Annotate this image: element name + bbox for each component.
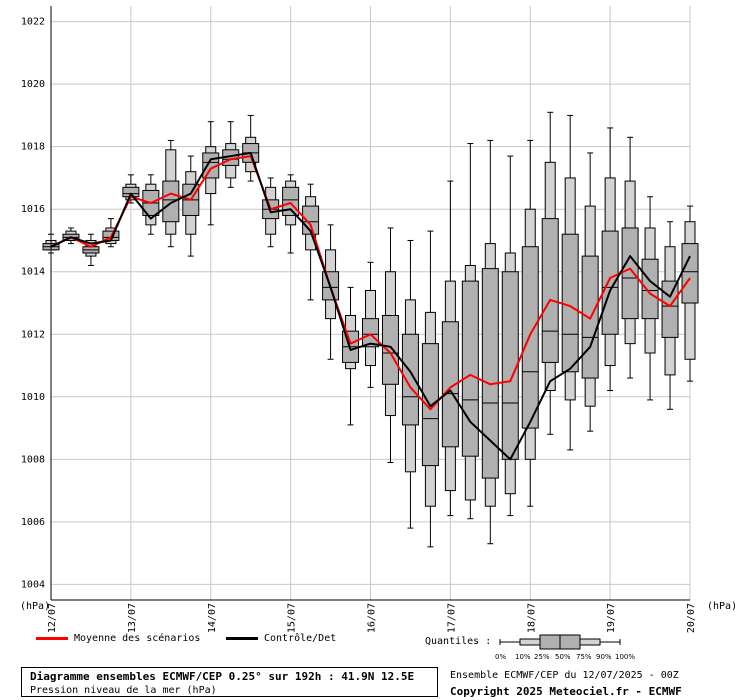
y-ticks: 1004 1006 1008 1010 1012 1014 1016 1018 1020 1022 [21,17,45,591]
boxplot-15 [342,286,360,426]
boxplot-25 [541,111,559,435]
boxplot-28 [601,127,619,392]
boxplot-20 [441,180,459,517]
boxplot-23 [501,155,519,517]
y-tick-label-1010: 1010 [21,392,45,403]
legend-mean-label: Moyenne des scénarios [74,633,201,644]
y-unit-left: (hPa) [20,601,51,612]
x-tick-label-4: 16/07 [367,603,378,633]
y-tick-label-1018: 1018 [21,142,45,153]
box-p25-p75 [601,230,619,335]
box-p25-p75 [541,218,559,363]
box-p25-p75 [481,268,499,479]
boxplot-16 [362,261,379,388]
legend-control-label: Contrôle/Det [264,633,337,644]
chart-title: Diagramme ensembles ECMWF/CEP 0.25° sur … [30,670,415,683]
x-ticks: 12/07 13/07 14/07 15/07 16/07 17/07 18/07 19/07… [47,603,697,633]
quantile-tick-100: 100% [615,653,636,661]
x-tick-label-0: 12/07 [47,603,58,633]
x-tick-label-7: 19/07 [606,603,617,633]
x-tick-label-6: 18/07 [526,603,537,633]
quantile-tick-75: 75% [576,653,592,661]
copyright: Copyright 2025 Meteociel.fr - ECMWF [450,685,682,698]
box-p25-p75 [521,246,539,429]
boxplot-17 [381,227,399,463]
box-p25-p75 [401,333,419,426]
quantile-tick-25: 25% [534,653,550,661]
footer-title-box: Diagramme ensembles ECMWF/CEP 0.25° sur … [21,667,438,697]
series-line-1 [50,151,691,461]
quantile-legend-graphic [499,634,621,650]
y-tick-label-1006: 1006 [21,517,45,528]
y-tick-label-1012: 1012 [21,329,45,340]
box-p25-p75 [282,186,300,216]
boxplot-5 [142,174,160,235]
x-tick-label-2: 14/07 [207,603,218,633]
boxplot-18 [401,239,419,529]
series-lines [50,151,691,461]
quantile-tick-50: 50% [555,653,571,661]
run-info: Ensemble ECMWF/CEP du 12/07/2025 - 00Z [450,670,679,681]
boxplot-3 [102,218,120,248]
quantile-tick-90: 90% [596,653,612,661]
box-p25-p75 [381,315,399,385]
boxplot-31 [661,221,679,410]
y-tick-label-1004: 1004 [21,579,45,590]
y-tick-label-1020: 1020 [21,79,45,90]
x-tick-label-3: 15/07 [287,603,298,633]
axes [50,6,690,601]
legend-control-swatch [226,636,258,640]
boxplot-26 [561,114,579,451]
chart-subtitle: Pression niveau de la mer (hPa) [30,685,217,696]
legend-quantiles-label: Quantiles : [425,636,492,647]
box-p25-p75 [501,271,519,460]
quantile-tick-10: 10% [515,653,531,661]
y-tick-label-1008: 1008 [21,454,45,465]
y-tick-label-1014: 1014 [21,267,45,278]
x-tick-label-1: 13/07 [127,603,138,633]
boxplot-32 [681,205,699,382]
boxplot-1 [62,227,80,245]
quantile-tick-0: 0% [495,653,507,661]
series-line-0 [50,155,691,411]
box-p25-p75 [162,180,180,223]
legend-mean: Moyenne des scénarios [36,633,200,644]
legend-control: Contrôle/Det [226,633,336,644]
x-tick-label-5: 17/07 [446,603,457,633]
box-p25-p75 [561,233,579,373]
y-tick-label-1016: 1016 [21,204,45,215]
box-p25-p75 [661,280,679,338]
box-p25-p75 [621,227,639,320]
legend-mean-swatch [36,636,68,640]
y-unit-right: (hPa) [707,601,738,612]
boxplot-7 [182,155,200,257]
x-tick-label-8: 20/07 [686,603,697,633]
box-p25-p75 [441,321,459,448]
y-tick-label-1022: 1022 [21,17,45,28]
box-p25-p75 [362,318,379,348]
boxplot-19 [421,230,439,548]
boxplot-14 [322,224,340,360]
boxplot-29 [621,136,639,379]
boxplot-30 [641,196,659,401]
boxplot-27 [581,152,599,432]
boxplot-21 [461,143,479,520]
boxplot-22 [481,139,499,545]
boxplot-2 [82,233,100,266]
box-p25-p75 [461,280,479,457]
box-p25-p75 [681,243,699,304]
box-p25-p75 [641,258,659,320]
